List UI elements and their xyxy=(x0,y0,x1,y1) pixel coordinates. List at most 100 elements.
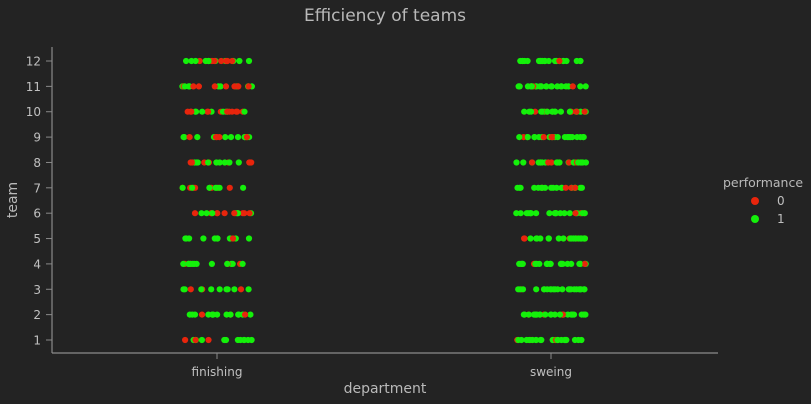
data-point-performance-1 xyxy=(515,336,522,344)
data-point-performance-1 xyxy=(535,184,542,191)
data-point-performance-0 xyxy=(581,108,588,115)
data-point-performance-1 xyxy=(537,159,544,166)
y-tick-label: 7 xyxy=(33,181,41,195)
data-point-performance-1 xyxy=(192,57,199,65)
data-point-performance-0 xyxy=(190,83,197,90)
data-point-performance-1 xyxy=(180,260,187,267)
data-point-performance-0 xyxy=(566,159,573,166)
data-point-performance-1 xyxy=(528,108,535,115)
data-point-performance-1 xyxy=(216,286,223,293)
data-point-performance-1 xyxy=(209,210,216,217)
data-point-performance-1 xyxy=(564,260,571,267)
data-point-performance-1 xyxy=(519,260,526,267)
data-point-performance-1 xyxy=(554,336,562,344)
legend-label-1: 1 xyxy=(777,212,785,226)
data-point-performance-1 xyxy=(205,57,212,65)
data-point-performance-0 xyxy=(234,83,241,90)
y-tick-label: 11 xyxy=(26,80,41,94)
legend-marker-0 xyxy=(751,197,759,205)
data-point-performance-0 xyxy=(242,311,249,318)
data-point-performance-1 xyxy=(206,184,213,191)
data-point-performance-1 xyxy=(231,286,238,293)
data-point-performance-1 xyxy=(192,108,200,115)
x-tick-label: finishing xyxy=(192,365,243,379)
data-point-performance-1 xyxy=(245,286,252,293)
data-point-performance-1 xyxy=(544,108,551,115)
data-point-performance-1 xyxy=(563,336,570,344)
data-point-performance-1 xyxy=(227,311,234,318)
data-point-performance-0 xyxy=(226,184,233,191)
data-point-performance-1 xyxy=(198,210,205,217)
y-tick-label: 2 xyxy=(33,308,41,322)
data-point-performance-1 xyxy=(556,311,564,318)
y-tick-label: 8 xyxy=(33,156,41,170)
data-point-performance-1 xyxy=(559,286,566,293)
data-point-performance-1 xyxy=(216,184,223,191)
data-point-performance-0 xyxy=(246,210,253,217)
data-point-performance-1 xyxy=(564,311,571,318)
data-point-performance-0 xyxy=(218,57,225,65)
data-point-performance-1 xyxy=(538,108,545,115)
data-point-performance-0 xyxy=(211,83,218,90)
data-point-performance-1 xyxy=(516,83,523,90)
y-tick-label: 1 xyxy=(33,334,41,348)
data-point-performance-1 xyxy=(194,159,201,166)
data-point-performance-1 xyxy=(533,210,540,217)
data-point-performance-1 xyxy=(214,311,221,318)
data-point-performance-1 xyxy=(224,260,231,267)
data-point-performance-0 xyxy=(573,108,580,115)
data-point-performance-1 xyxy=(223,286,230,293)
data-point-performance-0 xyxy=(231,210,238,217)
data-point-performance-1 xyxy=(582,83,589,90)
data-point-performance-1 xyxy=(547,260,554,267)
data-point-performance-1 xyxy=(524,134,531,141)
data-point-performance-1 xyxy=(564,134,571,141)
data-point-performance-1 xyxy=(208,260,215,267)
data-point-performance-1 xyxy=(577,184,584,191)
data-point-performance-0 xyxy=(198,311,206,318)
data-point-performance-1 xyxy=(521,108,528,115)
data-point-performance-1 xyxy=(565,83,572,90)
data-point-performance-1 xyxy=(513,210,520,217)
data-point-performance-1 xyxy=(558,184,565,191)
data-point-performance-1 xyxy=(546,210,553,217)
data-point-performance-1 xyxy=(235,311,242,318)
data-point-performance-1 xyxy=(191,311,199,318)
data-point-performance-0 xyxy=(528,159,536,166)
data-point-performance-1 xyxy=(214,235,221,242)
data-point-performance-0 xyxy=(205,108,212,115)
data-point-performance-1 xyxy=(520,311,528,318)
data-point-performance-1 xyxy=(579,159,586,166)
data-point-performance-1 xyxy=(580,134,587,141)
data-point-performance-1 xyxy=(226,159,233,166)
data-point-performance-1 xyxy=(519,57,526,65)
data-point-performance-1 xyxy=(525,311,532,318)
data-point-performance-1 xyxy=(513,159,520,166)
data-point-performance-0 xyxy=(191,210,199,217)
data-point-performance-1 xyxy=(560,235,567,242)
data-point-performance-1 xyxy=(524,57,531,65)
data-point-performance-1 xyxy=(543,83,550,90)
data-point-performance-0 xyxy=(545,159,552,166)
x-axis-label: department xyxy=(344,381,427,397)
data-point-performance-1 xyxy=(247,311,254,318)
data-point-performance-0 xyxy=(182,336,189,344)
data-point-performance-1 xyxy=(520,159,527,166)
data-point-performance-1 xyxy=(198,336,205,344)
data-point-performance-0 xyxy=(211,57,218,65)
data-point-performance-0 xyxy=(195,83,202,90)
data-point-performance-1 xyxy=(550,184,557,191)
data-point-performance-1 xyxy=(533,286,540,293)
data-point-performance-1 xyxy=(186,311,193,318)
data-point-performance-0 xyxy=(223,57,230,65)
data-point-performance-1 xyxy=(528,83,535,90)
y-tick-label: 5 xyxy=(33,232,41,246)
data-point-performance-1 xyxy=(535,134,543,141)
data-point-performance-1 xyxy=(239,260,246,267)
data-point-performance-1 xyxy=(577,57,584,65)
data-point-performance-1 xyxy=(554,134,561,141)
data-point-performance-1 xyxy=(183,235,190,242)
data-point-performance-1 xyxy=(234,134,242,141)
